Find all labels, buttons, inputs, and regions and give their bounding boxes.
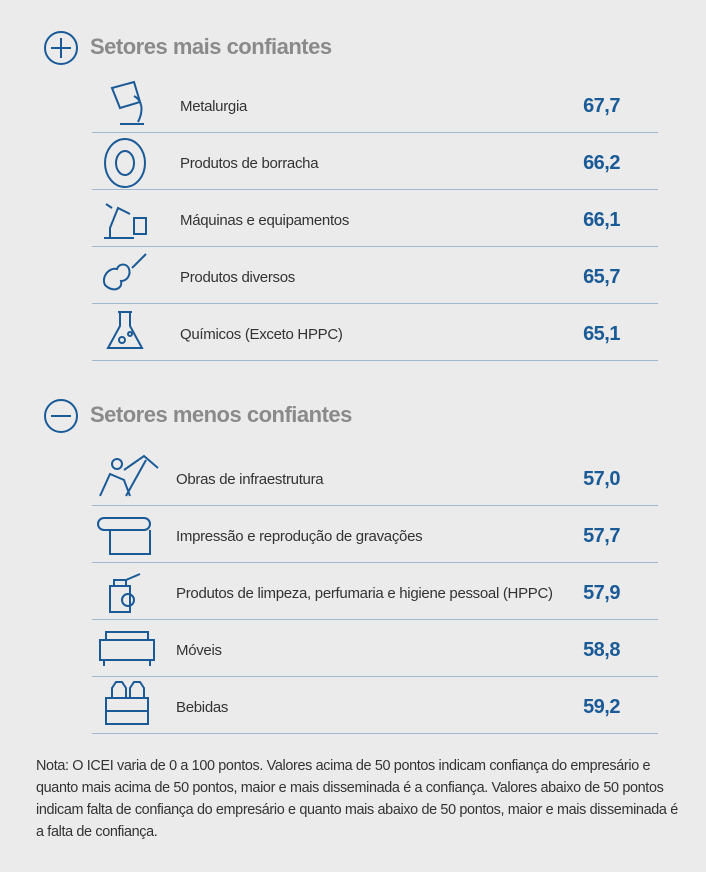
sector-label: Bebidas bbox=[176, 698, 229, 716]
sector-label: Obras de infraestrutura bbox=[176, 470, 324, 488]
sector-value: 59,2 bbox=[583, 695, 620, 718]
sector-label: Metalurgia bbox=[180, 97, 248, 115]
sector-value: 67,7 bbox=[583, 94, 620, 117]
sector-value: 58,8 bbox=[583, 638, 620, 661]
sector-label: Impressão e reprodução de gravações bbox=[176, 527, 423, 545]
plus-icon bbox=[44, 31, 78, 65]
sector-value: 66,1 bbox=[583, 208, 620, 231]
sector-value: 65,7 bbox=[583, 265, 620, 288]
sector-label: Produtos de limpeza, perfumaria e higien… bbox=[176, 584, 553, 602]
sector-value: 57,0 bbox=[583, 467, 620, 490]
section-title: Setores menos confiantes bbox=[90, 402, 352, 427]
sector-value: 57,7 bbox=[583, 524, 620, 547]
sector-label: Produtos diversos bbox=[180, 268, 295, 286]
separators bbox=[92, 132, 658, 734]
row-icons bbox=[97, 80, 159, 725]
sector-label: Móveis bbox=[176, 641, 222, 659]
minus-icon bbox=[44, 399, 78, 433]
sector-label: Produtos de borracha bbox=[180, 154, 319, 172]
sector-label: Químicos (Exceto HPPC) bbox=[180, 325, 343, 343]
sector-value: 66,2 bbox=[583, 151, 620, 174]
section-title: Setores mais confiantes bbox=[90, 34, 332, 59]
sector-value: 57,9 bbox=[583, 581, 620, 604]
sector-value: 65,1 bbox=[583, 322, 620, 345]
sector-label: Máquinas e equipamentos bbox=[180, 211, 350, 229]
note: Nota: O ICEI varia de 0 a 100 pontos. Va… bbox=[36, 758, 678, 840]
plus-sign bbox=[51, 38, 71, 58]
